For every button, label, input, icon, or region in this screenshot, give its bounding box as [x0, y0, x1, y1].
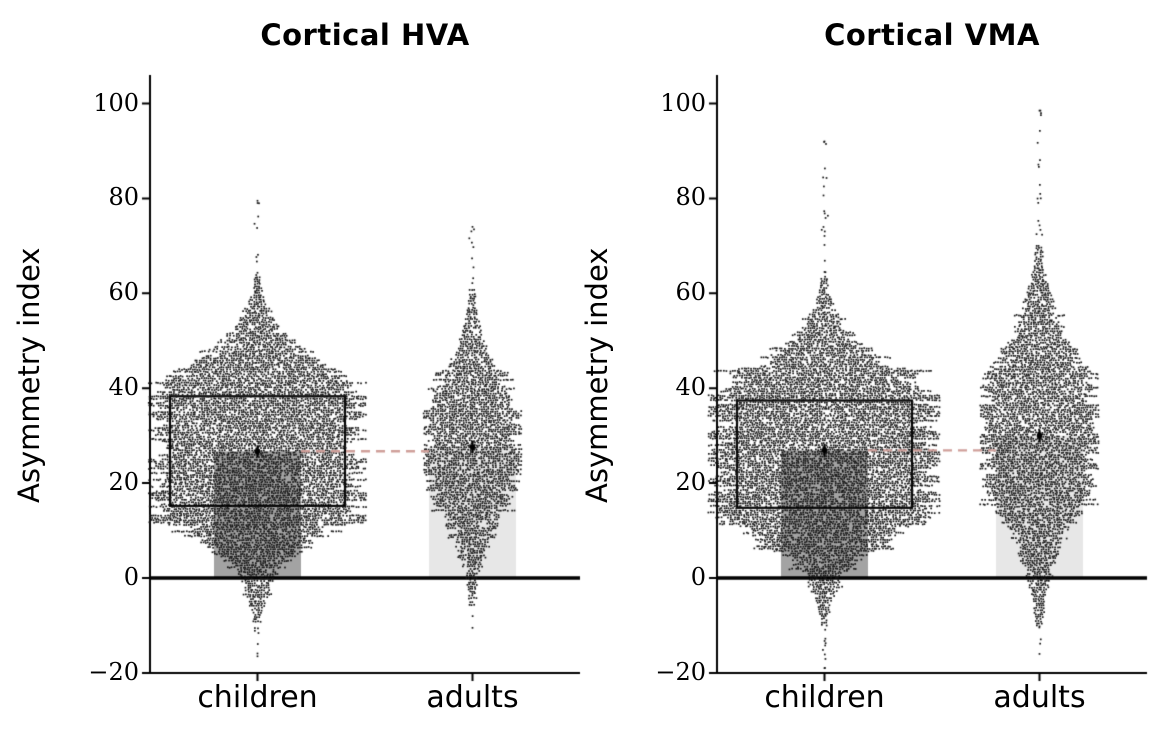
- y-tick-label: 40: [108, 373, 139, 402]
- panel-vma-title: Cortical VMA: [824, 18, 1040, 52]
- y-tick-label: 0: [690, 563, 706, 591]
- panel-vma-y-axis-label: Asymmetry index: [580, 247, 614, 503]
- y-tick-label: 60: [675, 278, 706, 307]
- x-tick-label-adults: adults: [993, 680, 1086, 715]
- y-tick-label: 80: [108, 183, 139, 212]
- x-tick-label-children: children: [197, 680, 318, 715]
- x-tick-label-adults: adults: [426, 680, 519, 715]
- y-tick-label: 100: [93, 88, 139, 117]
- y-tick-label: 80: [675, 183, 706, 212]
- panel-hva-title: Cortical HVA: [260, 18, 470, 52]
- y-tick-label: 20: [108, 468, 139, 497]
- y-tick-label: 40: [675, 373, 706, 402]
- y-tick-label: 20: [675, 468, 706, 497]
- x-tick-label-children: children: [764, 680, 885, 715]
- y-tick-label: 0: [123, 563, 139, 591]
- y-tick-label: 100: [660, 88, 706, 117]
- y-tick-label: −20: [655, 657, 706, 686]
- y-tick-label: 60: [108, 278, 139, 307]
- y-tick-label: −20: [88, 657, 139, 686]
- panel-hva-y-axis-label: Asymmetry index: [12, 247, 46, 503]
